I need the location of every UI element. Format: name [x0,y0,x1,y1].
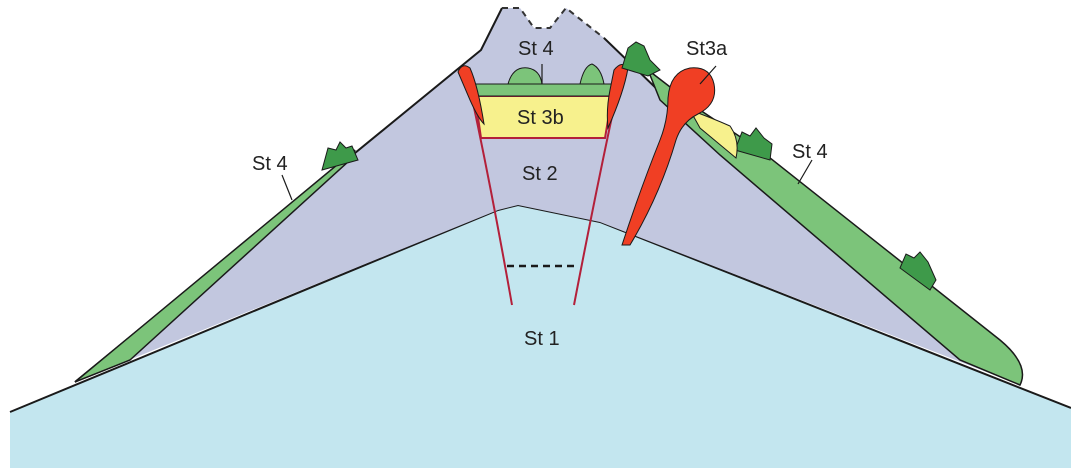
stage-4-caldera-layer [472,83,615,97]
label-st4-right: St 4 [792,141,828,163]
stage-3a-tephra [688,109,738,159]
leader-st4-right [797,159,813,185]
stage-4-caldera-bump-right [579,63,605,85]
rim-dike-left [457,65,485,126]
rim-dike-right [606,64,629,130]
label-st1: St 1 [524,328,560,350]
stage-4-left-cone [321,141,359,171]
stage-4-right-cone-low [899,251,937,291]
eroded-summit-outline [502,6,605,39]
stage-4-caldera-bump-left [507,67,543,85]
stage-2-cone [75,8,1020,385]
label-st3a: St3a [686,38,728,60]
label-st4-left: St 4 [252,153,288,175]
label-st2: St 2 [522,163,558,185]
stage-3a-intrusion [621,67,716,246]
leader-st3a [699,65,717,85]
label-st3b: St 3b [517,107,564,129]
stage-4-right-summit-cone [621,41,661,77]
label-st4-top: St 4 [518,38,554,60]
stage-4-right-cone-mid [734,127,773,161]
leader-st4-left [281,174,293,201]
stage-1-base [10,205,1071,468]
